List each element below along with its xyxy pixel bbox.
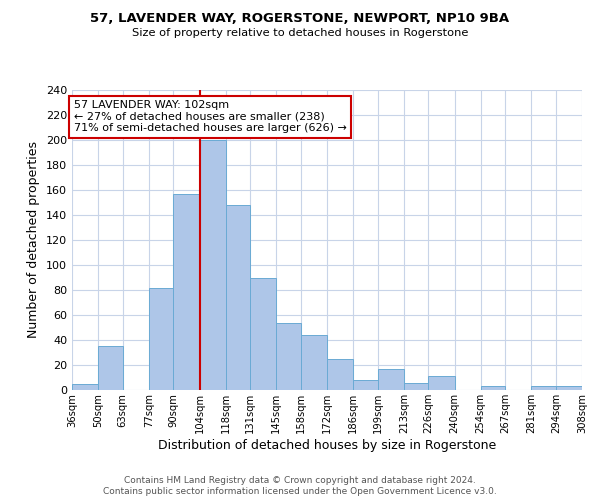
Bar (173, 194, 199, 390)
Bar (301, 335, 327, 390)
Text: 57, LAVENDER WAY, ROGERSTONE, NEWPORT, NP10 9BA: 57, LAVENDER WAY, ROGERSTONE, NEWPORT, N… (91, 12, 509, 26)
Bar (199, 140, 226, 390)
Bar (353, 380, 377, 390)
Text: 57 LAVENDER WAY: 102sqm
← 27% of detached houses are smaller (238)
71% of semi-d: 57 LAVENDER WAY: 102sqm ← 27% of detache… (74, 100, 347, 133)
Text: Contains HM Land Registry data © Crown copyright and database right 2024.: Contains HM Land Registry data © Crown c… (124, 476, 476, 485)
Bar (277, 322, 301, 390)
Bar (149, 288, 173, 390)
Bar (556, 386, 582, 390)
Bar (72, 384, 98, 390)
Bar (377, 369, 404, 390)
Bar (532, 386, 556, 390)
Bar (327, 359, 353, 390)
Bar (98, 346, 122, 390)
Bar (226, 205, 250, 390)
Y-axis label: Number of detached properties: Number of detached properties (28, 142, 40, 338)
Bar (428, 376, 455, 390)
Text: Contains public sector information licensed under the Open Government Licence v3: Contains public sector information licen… (103, 488, 497, 496)
Text: Size of property relative to detached houses in Rogerstone: Size of property relative to detached ho… (132, 28, 468, 38)
Bar (481, 386, 505, 390)
Bar (250, 278, 277, 390)
X-axis label: Distribution of detached houses by size in Rogerstone: Distribution of detached houses by size … (158, 438, 496, 452)
Bar (404, 382, 428, 390)
